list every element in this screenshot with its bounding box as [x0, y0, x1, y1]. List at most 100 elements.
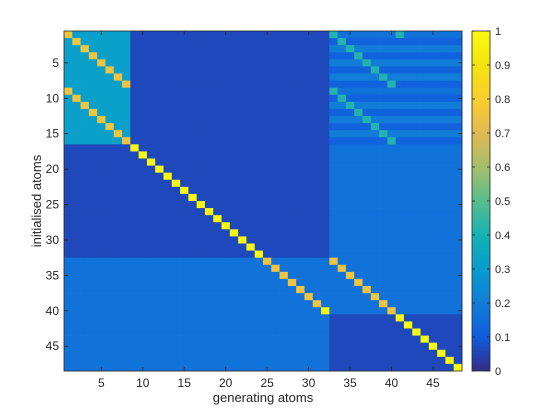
heatmap-cell — [196, 172, 206, 181]
heatmap-cell — [188, 250, 198, 259]
heatmap-cell — [263, 87, 272, 96]
heatmap-cell — [188, 314, 198, 322]
heatmap-cell — [64, 201, 73, 209]
heatmap-cell — [321, 101, 330, 110]
heatmap-cell — [362, 307, 372, 315]
heatmap-cell — [254, 328, 264, 336]
heatmap-cell — [155, 278, 164, 287]
heatmap-cell — [271, 215, 280, 223]
heatmap-cell — [445, 116, 455, 124]
heatmap-cell — [395, 31, 405, 39]
heatmap-cell — [80, 137, 90, 145]
heatmap-cell — [329, 151, 338, 159]
heatmap-cell — [387, 165, 397, 174]
heatmap-cell — [428, 250, 438, 259]
heatmap-cell — [64, 59, 73, 67]
heatmap-cell — [362, 278, 372, 287]
heatmap-cell — [279, 186, 289, 195]
heatmap-cell — [97, 236, 106, 244]
heatmap-cell — [379, 151, 388, 159]
heatmap-cell — [437, 215, 446, 223]
heatmap-cell — [122, 271, 131, 280]
heatmap-cell — [155, 307, 164, 315]
heatmap-cell — [412, 314, 421, 322]
heatmap-cell — [171, 222, 181, 230]
heatmap-cell — [362, 264, 372, 273]
heatmap-cell — [420, 59, 430, 67]
heatmap-cell — [221, 144, 231, 152]
heatmap-cell — [97, 278, 106, 287]
heatmap-cell — [279, 116, 289, 124]
heatmap-cell — [428, 87, 438, 96]
heatmap-cell — [395, 201, 405, 209]
heatmap-cell — [113, 264, 123, 273]
heatmap-cell — [312, 137, 322, 145]
heatmap-cell — [213, 94, 222, 103]
heatmap-cell — [88, 356, 98, 365]
heatmap-cell — [80, 59, 90, 67]
heatmap-cell — [229, 321, 239, 329]
heatmap-cell — [113, 208, 123, 216]
heatmap-cell — [321, 236, 330, 244]
heatmap-cell — [321, 165, 330, 174]
heatmap-cell — [329, 73, 338, 81]
heatmap-cell — [428, 193, 438, 202]
heatmap-cell — [146, 73, 156, 81]
heatmap-cell — [345, 286, 355, 294]
heatmap-cell — [204, 208, 214, 216]
heatmap-cell — [329, 293, 338, 301]
heatmap-cell — [80, 151, 90, 159]
heatmap-cell — [345, 349, 355, 358]
heatmap-cell — [395, 158, 405, 166]
heatmap-cell — [163, 215, 173, 223]
heatmap-cell — [180, 243, 189, 251]
heatmap-cell — [221, 87, 231, 96]
heatmap-cell — [64, 321, 73, 329]
heatmap-cell — [312, 201, 322, 209]
heatmap-cell — [345, 243, 355, 251]
heatmap-cell — [122, 186, 131, 195]
heatmap-cell — [105, 328, 115, 336]
heatmap-cell — [246, 186, 256, 195]
heatmap-cell — [287, 193, 297, 202]
heatmap-cell — [279, 222, 289, 230]
heatmap-cell — [428, 264, 438, 273]
heatmap-cell — [196, 87, 206, 96]
heatmap-cell — [155, 137, 164, 145]
heatmap-cell — [263, 116, 272, 124]
heatmap-cell — [453, 144, 463, 152]
heatmap-cell — [97, 172, 106, 181]
heatmap-cell — [64, 243, 73, 251]
heatmap-cell — [370, 293, 380, 301]
heatmap-cell — [445, 335, 455, 344]
heatmap-cell — [321, 201, 330, 209]
heatmap-cell — [213, 172, 222, 181]
heatmap-cell — [122, 116, 131, 124]
heatmap-cell — [72, 94, 81, 103]
heatmap-cell — [229, 201, 239, 209]
heatmap-cell — [279, 94, 289, 103]
heatmap-cell — [105, 137, 115, 145]
heatmap-cell — [130, 59, 139, 67]
heatmap-cell — [304, 59, 314, 67]
heatmap-cell — [437, 80, 446, 89]
heatmap-cell — [345, 314, 355, 322]
heatmap-cell — [171, 243, 181, 251]
heatmap-cell — [138, 87, 148, 96]
heatmap-cell — [304, 158, 314, 166]
heatmap-cell — [221, 116, 231, 124]
heatmap-cell — [64, 116, 73, 124]
x-tick-label: 45 — [426, 376, 440, 390]
heatmap-cell — [370, 52, 380, 60]
heatmap-cell — [403, 271, 413, 280]
heatmap-cell — [370, 349, 380, 358]
heatmap-cell — [296, 123, 305, 131]
heatmap-cell — [379, 144, 388, 152]
heatmap-cell — [254, 45, 264, 53]
heatmap-cell — [229, 356, 239, 365]
heatmap-cell — [437, 165, 446, 174]
heatmap-cell — [412, 158, 421, 166]
heatmap-cell — [412, 293, 421, 301]
heatmap-cell — [180, 222, 189, 230]
heatmap-cell — [204, 94, 214, 103]
